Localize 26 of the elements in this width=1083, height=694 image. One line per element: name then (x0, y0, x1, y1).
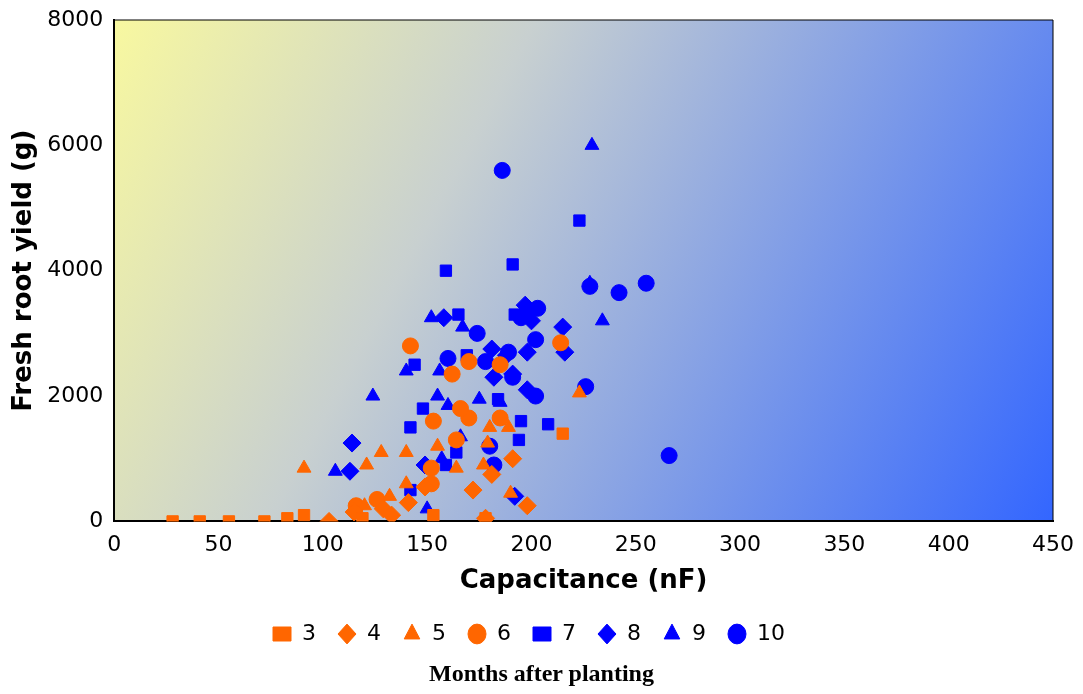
x-tick-label: 50 (204, 531, 233, 557)
legend-label: 9 (692, 619, 706, 645)
x-tick-label: 0 (107, 531, 122, 557)
x-axis-title: Capacitance (nF) (459, 564, 708, 595)
legend-label: 4 (367, 619, 382, 645)
legend-title: Months after planting (428, 660, 655, 687)
x-tick-label: 250 (614, 531, 657, 557)
x-tick-label: 450 (1032, 531, 1074, 557)
legend-label: 3 (302, 619, 317, 645)
legend-label: 6 (497, 619, 511, 645)
y-tick-label: 6000 (47, 131, 104, 157)
x-tick-label: 100 (301, 531, 344, 557)
y-tick-label: 2000 (47, 381, 104, 407)
legend-label: 5 (432, 619, 447, 645)
x-tick-label: 300 (719, 531, 762, 557)
y-tick-label: 0 (89, 507, 104, 533)
y-axis-title: Fresh root yield (g) (7, 129, 38, 412)
legend-label: 10 (756, 619, 785, 645)
y-tick-label: 8000 (47, 5, 104, 31)
x-tick-label: 350 (823, 531, 866, 557)
x-tick-label: 200 (510, 531, 553, 557)
legend-label: 8 (627, 619, 641, 645)
legend-label: 7 (562, 619, 576, 645)
x-tick-label: 400 (927, 531, 970, 557)
y-tick-label: 4000 (47, 256, 104, 282)
x-tick-label: 150 (406, 531, 449, 557)
